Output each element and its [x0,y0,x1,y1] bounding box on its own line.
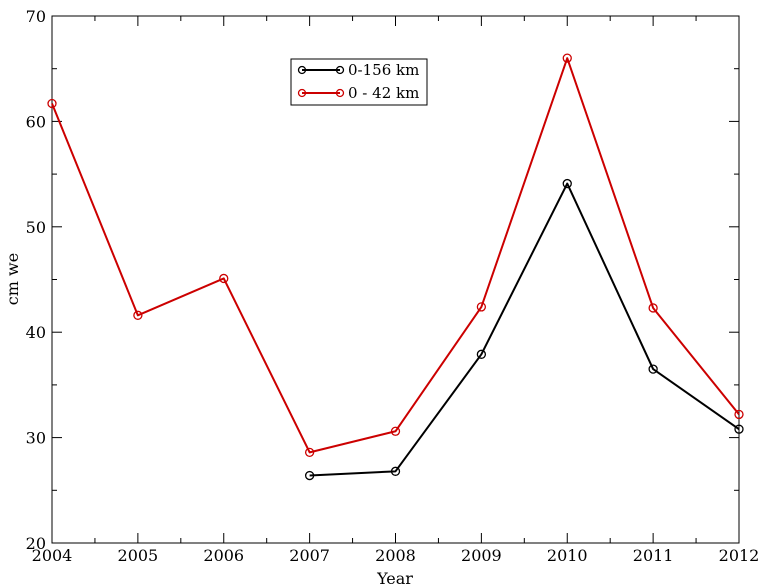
legend: 0-156 km 0 - 42 km [290,58,428,106]
data-point [219,273,229,284]
series-layer [47,53,744,481]
data-point [133,310,143,320]
y-tick-label: 20 [26,534,46,553]
x-tick-label: 2012 [719,546,760,565]
series-0 [304,178,744,481]
y-tick-label: 40 [26,323,46,342]
data-point [304,470,315,481]
data-point [476,302,487,312]
data-point [476,349,487,359]
x-tick-label: 2011 [633,546,674,565]
legend-label: 0-156 km [348,61,419,79]
data-point [47,98,57,109]
axis-ticks [51,15,740,544]
axis-tick-labels: 2004 2005 2006 2007 2008 2009 2010 2011 2012 20 30… [26,7,760,565]
data-point [562,178,572,189]
y-axis-title: cm we [3,253,22,305]
data-point [390,466,401,476]
data-point [304,447,315,458]
y-tick-label: 50 [26,218,46,237]
x-tick-label: 2008 [375,546,416,565]
data-point [734,424,744,434]
legend-label: 0 - 42 km [348,84,419,102]
data-point [390,426,401,436]
data-point [648,303,658,313]
data-point [734,409,744,420]
x-tick-label: 2010 [547,546,588,565]
y-tick-label: 30 [26,429,46,448]
x-tick-label: 2007 [289,546,330,565]
y-tick-label: 60 [26,112,46,131]
x-tick-label: 2006 [203,546,244,565]
legend-marker [335,65,345,75]
data-point [562,53,572,63]
x-tick-label: 2009 [461,546,502,565]
series-line [309,182,740,477]
legend-marker [297,65,307,75]
x-axis-title: Year [376,569,413,588]
x-tick-label: 2004 [32,546,73,565]
x-tick-label: 2005 [118,546,159,565]
legend-box [290,58,428,106]
legend-marker [297,88,307,98]
data-point [648,364,658,374]
series-1 [47,53,744,458]
legend-marker [335,88,345,98]
series-line [51,57,740,454]
y-tick-label: 70 [26,7,46,26]
